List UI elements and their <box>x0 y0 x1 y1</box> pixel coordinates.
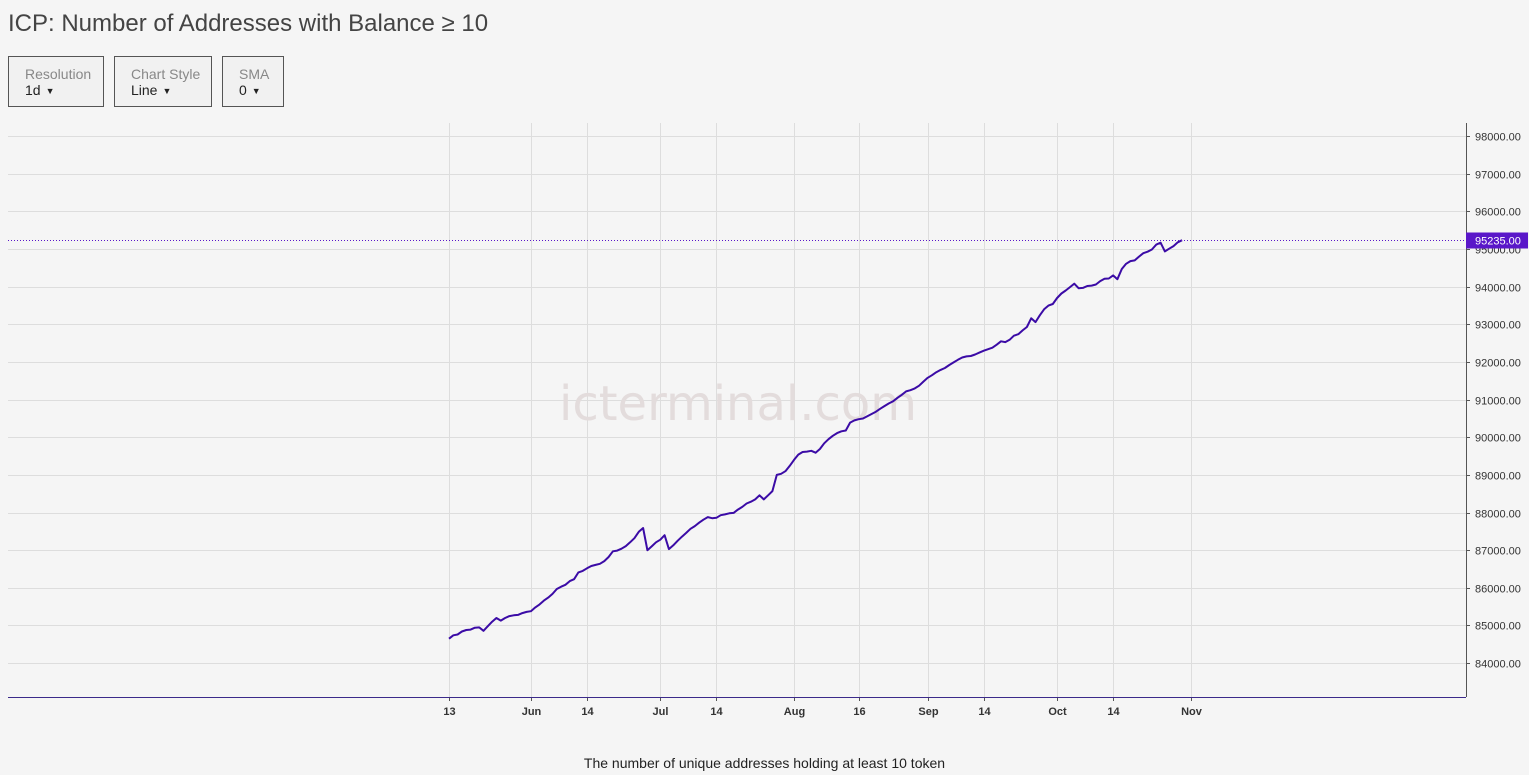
x-tick-label: Oct <box>1048 706 1067 718</box>
vertical-grid <box>449 123 1192 697</box>
y-tick-label: 97000.00 <box>1475 170 1521 182</box>
y-tick-label: 92000.00 <box>1475 358 1521 370</box>
line-chart[interactable]: icterminal.com 13 Jun 14 Jul 14 Aug 16 Sep 14 Oct… <box>0 0 1529 740</box>
x-tick-label: 14 <box>710 706 723 718</box>
chart-style-selected: Line <box>131 82 158 98</box>
y-tick-label: 93000.00 <box>1475 320 1521 332</box>
chevron-down-icon: ▼ <box>45 86 55 96</box>
x-tick-label: 14 <box>978 706 991 718</box>
last-value-label: 95235.00 <box>1475 236 1521 248</box>
x-tick-label: 13 <box>443 706 455 718</box>
watermark: icterminal.com <box>559 376 917 432</box>
x-tick-label: 16 <box>853 706 865 718</box>
y-tick-label: 90000.00 <box>1475 433 1521 445</box>
page-title: ICP: Number of Addresses with Balance ≥ … <box>8 10 489 37</box>
chart-style-label: Chart Style <box>131 66 201 82</box>
x-axis: 13 Jun 14 Jul 14 Aug 16 Sep 14 Oct 14 Nov <box>8 697 1466 718</box>
x-tick-label: 14 <box>1107 706 1120 718</box>
y-tick-label: 91000.00 <box>1475 396 1521 408</box>
x-tick-label: Sep <box>918 706 938 718</box>
chart-style-value: Line ▼ <box>131 82 195 100</box>
y-tick-label: 94000.00 <box>1475 283 1521 295</box>
y-tick-label: 96000.00 <box>1475 207 1521 219</box>
sma-value: 0 ▼ <box>239 82 267 100</box>
x-tick-label: Jul <box>653 706 669 718</box>
series-line <box>448 239 1183 640</box>
chart-style-dropdown[interactable]: Chart Style Line ▼ <box>114 56 212 107</box>
y-tick-label: 89000.00 <box>1475 471 1521 483</box>
chevron-down-icon: ▼ <box>162 86 172 96</box>
y-tick-label: 86000.00 <box>1475 584 1521 596</box>
x-tick-label: Aug <box>784 706 805 718</box>
x-tick-label: Jun <box>522 706 542 718</box>
resolution-value: 1d ▼ <box>25 82 87 100</box>
sma-label: SMA <box>239 66 270 82</box>
resolution-label: Resolution <box>25 66 92 82</box>
y-tick-label: 84000.00 <box>1475 659 1521 671</box>
resolution-selected: 1d <box>25 82 41 98</box>
y-tick-label: 85000.00 <box>1475 621 1521 633</box>
y-tick-label: 88000.00 <box>1475 509 1521 521</box>
x-tick-label: 14 <box>581 706 594 718</box>
y-tick-label: 87000.00 <box>1475 546 1521 558</box>
last-value-badge-bg <box>1466 232 1528 249</box>
y-tick-label: 98000.00 <box>1475 132 1521 144</box>
chevron-down-icon: ▼ <box>251 86 261 96</box>
x-tick-label: Nov <box>1181 706 1203 718</box>
last-value-badge: 95235.00 <box>1466 232 1528 249</box>
chart-caption: The number of unique addresses holding a… <box>583 755 946 771</box>
y-axis: 84000.00 85000.00 86000.00 87000.00 88000.00… <box>1466 123 1521 697</box>
sma-selected: 0 <box>239 82 247 98</box>
sma-dropdown[interactable]: SMA 0 ▼ <box>222 56 284 107</box>
horizontal-grid <box>8 136 1466 664</box>
resolution-dropdown[interactable]: Resolution 1d ▼ <box>8 56 104 107</box>
chart-controls: Resolution 1d ▼ Chart Style Line ▼ SMA 0 ▼ <box>8 56 294 107</box>
